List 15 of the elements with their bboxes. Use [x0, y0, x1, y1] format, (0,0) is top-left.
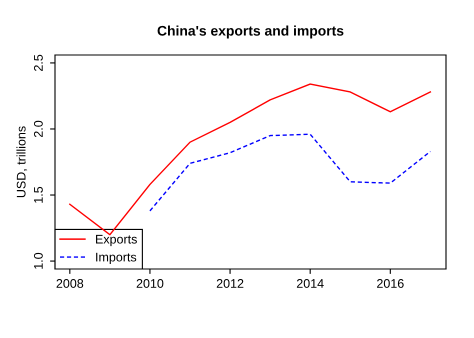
line-series [69, 83, 432, 236]
chart-title: China's exports and imports [158, 25, 344, 38]
line-series [149, 134, 432, 212]
y-tick-label: 2.5 [34, 54, 43, 71]
x-tick-label: 2008 [56, 279, 84, 288]
x-tick-label: 2014 [296, 279, 324, 288]
x-tick-label: 2010 [136, 279, 164, 288]
x-tick-label: 2012 [216, 279, 244, 288]
y-tick-label: 1.5 [34, 186, 43, 203]
legend-label: Exports [96, 234, 137, 246]
x-tick-label: 2016 [377, 279, 404, 288]
y-tick-label: 2.0 [34, 120, 43, 138]
y-axis-title: USD, trillions [16, 126, 28, 198]
y-tick-label: 1.0 [34, 252, 43, 269]
legend-label: Imports [96, 252, 136, 264]
